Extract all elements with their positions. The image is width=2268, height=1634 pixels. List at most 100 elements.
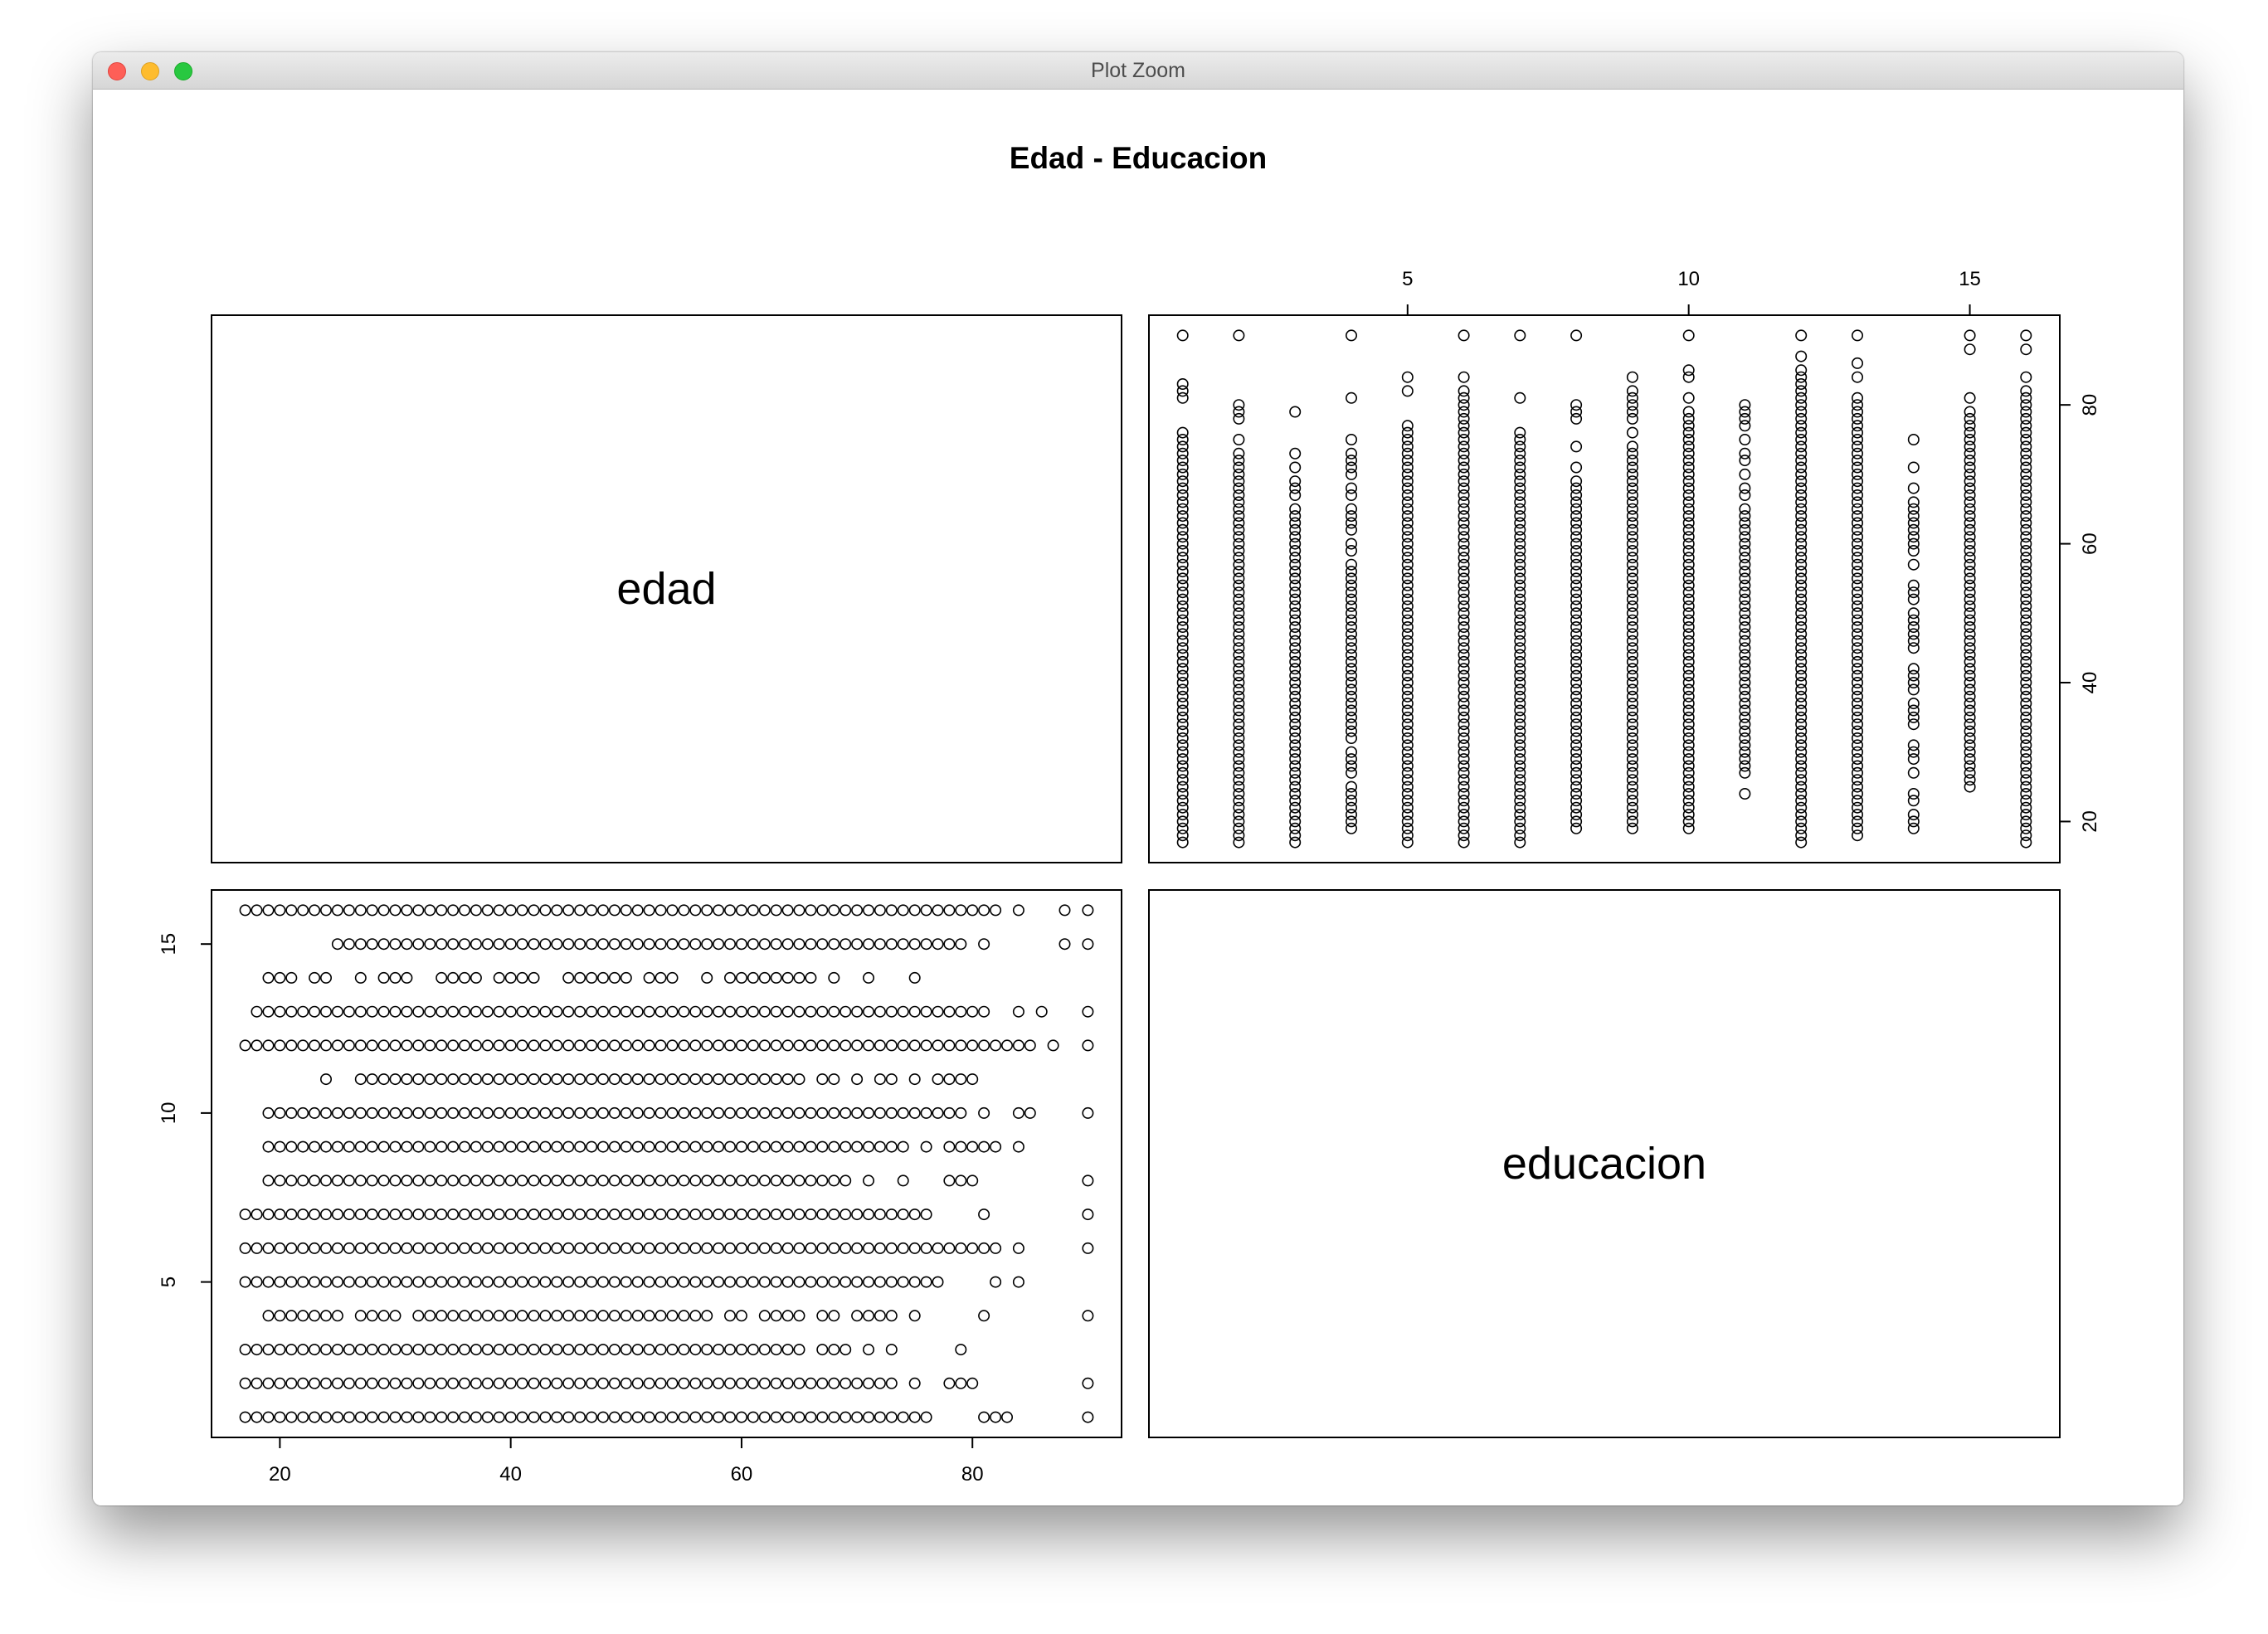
data-point — [528, 1276, 540, 1288]
data-point — [943, 1106, 956, 1119]
data-point — [1626, 822, 1638, 834]
data-point — [840, 1039, 852, 1052]
data-point — [828, 1411, 840, 1423]
data-point — [1795, 620, 1808, 633]
data-point — [1346, 614, 1358, 626]
data-point — [1682, 649, 1695, 661]
data-point — [1458, 586, 1470, 599]
data-point — [285, 1344, 298, 1356]
data-point — [285, 1208, 298, 1221]
data-point — [1012, 1106, 1024, 1119]
data-point — [1682, 523, 1695, 536]
data-point — [1401, 537, 1414, 550]
data-point — [1682, 635, 1695, 647]
data-point — [1964, 635, 1976, 647]
data-point — [1852, 829, 1864, 842]
data-point — [1514, 572, 1526, 585]
data-point — [655, 1411, 667, 1423]
data-point — [851, 1005, 864, 1018]
data-point — [562, 1276, 575, 1288]
data-point — [596, 904, 609, 917]
data-point — [377, 904, 390, 917]
data-point — [1346, 725, 1358, 737]
data-point — [770, 1039, 782, 1052]
data-point — [1514, 503, 1526, 515]
data-point — [689, 938, 702, 951]
data-point — [1176, 801, 1189, 814]
data-point — [851, 1411, 864, 1423]
data-point — [631, 904, 644, 917]
data-point — [666, 1344, 679, 1356]
data-point — [1514, 801, 1526, 814]
data-point — [701, 1344, 713, 1356]
data-point — [747, 1242, 759, 1254]
data-point — [1626, 600, 1638, 612]
data-point — [608, 1344, 621, 1356]
data-point — [1852, 468, 1864, 480]
data-point — [1233, 614, 1245, 626]
data-point — [701, 1242, 713, 1254]
data-point — [1176, 537, 1189, 550]
data-point — [239, 1039, 251, 1052]
data-point — [1514, 642, 1526, 654]
data-point — [470, 1005, 482, 1018]
data-point — [1907, 544, 1920, 557]
data-point — [758, 1174, 771, 1187]
data-point — [1401, 760, 1414, 772]
data-point — [239, 1208, 251, 1221]
data-point — [412, 1242, 425, 1254]
data-point — [574, 1276, 586, 1288]
data-point — [458, 1310, 470, 1322]
minimize-window-button[interactable] — [141, 62, 159, 80]
data-point — [1852, 496, 1864, 508]
data-point — [251, 1276, 263, 1288]
zoom-window-button[interactable] — [174, 62, 192, 80]
data-point — [1514, 795, 1526, 807]
panel-educacion-vs-edad — [211, 889, 1122, 1438]
data-point — [1514, 739, 1526, 751]
data-point — [1233, 815, 1245, 828]
data-point — [1346, 628, 1358, 640]
data-point — [955, 1039, 967, 1052]
data-point — [493, 1276, 505, 1288]
data-point — [2020, 593, 2032, 605]
data-point — [331, 1310, 343, 1322]
data-point — [1907, 704, 1920, 717]
data-point — [1682, 475, 1695, 488]
data-point — [666, 938, 679, 951]
data-point — [1626, 426, 1638, 439]
data-point — [1682, 552, 1695, 564]
data-point — [955, 1174, 967, 1187]
data-point — [1682, 753, 1695, 766]
data-point — [955, 1073, 967, 1086]
data-point — [643, 1039, 655, 1052]
data-point — [1795, 614, 1808, 626]
data-point — [516, 938, 528, 951]
data-point — [1852, 371, 1864, 383]
data-point — [309, 1208, 321, 1221]
data-point — [666, 1411, 679, 1423]
data-point — [689, 1242, 702, 1254]
data-point — [1626, 579, 1638, 591]
data-point — [758, 1073, 771, 1086]
data-point — [1289, 711, 1302, 723]
data-point — [1964, 732, 1976, 744]
close-window-button[interactable] — [108, 62, 126, 80]
data-point — [574, 1039, 586, 1052]
data-point — [1176, 669, 1189, 682]
data-point — [539, 938, 552, 951]
data-point — [1852, 683, 1864, 696]
data-point — [2020, 572, 2032, 585]
panel-edad-vs-educacion — [1148, 314, 2061, 863]
data-point — [1852, 482, 1864, 494]
window-titlebar[interactable]: Plot Zoom — [93, 52, 2183, 90]
data-point — [436, 904, 448, 917]
data-point — [1514, 461, 1526, 474]
data-point — [1176, 809, 1189, 821]
data-point — [2020, 496, 2032, 508]
data-point — [1458, 649, 1470, 661]
data-point — [2020, 489, 2032, 501]
data-point — [1346, 766, 1358, 779]
data-point — [816, 1411, 829, 1423]
data-point — [262, 1106, 275, 1119]
